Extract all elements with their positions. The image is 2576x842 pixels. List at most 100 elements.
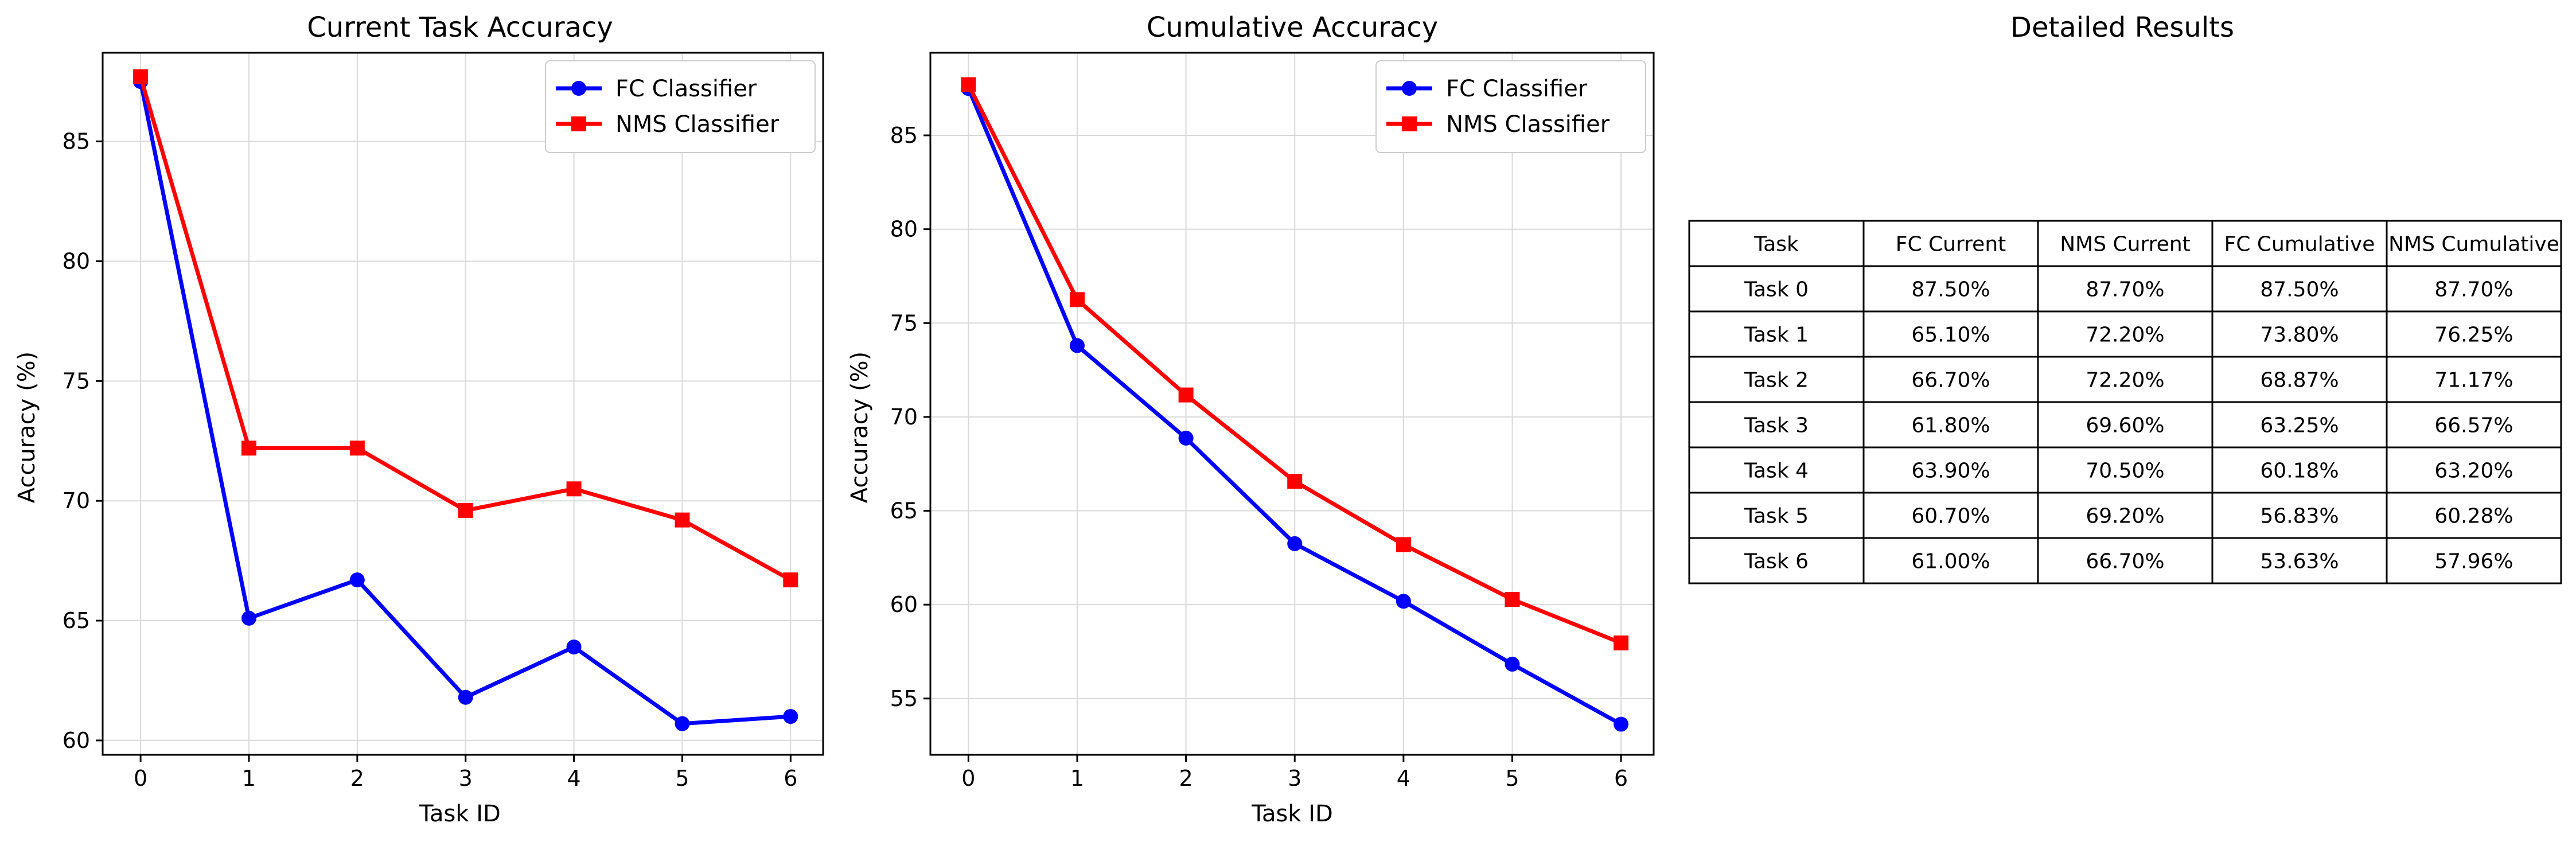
data-point [241,610,256,626]
table-cell-text: 60.70% [1911,505,1990,528]
x-tick-label: 2 [1179,766,1193,791]
data-point [133,69,149,84]
x-tick-label: 6 [784,766,797,791]
x-tick-label: 0 [134,766,147,791]
table-cell-text: Task 4 [1744,459,1809,483]
table-cell-text: Task 2 [1744,369,1809,392]
table-cell [2386,537,2562,584]
data-point [675,512,690,528]
table-cell-text: 87.50% [2260,278,2339,302]
table-cell [2211,537,2388,584]
table-cell-text: 53.63% [2260,550,2339,574]
table-cell-text: 87.70% [2434,278,2513,302]
table-cell-text: 87.70% [2086,278,2164,302]
table-cell [1862,492,2039,539]
table-cell-text: 60.28% [2434,505,2513,528]
x-tick-label: 4 [567,766,581,791]
data-point [1505,592,1520,607]
legend-marker [571,116,586,131]
table-cell-text: 70.50% [2086,459,2164,483]
table-cell-text: 66.57% [2434,414,2513,438]
data-point [1396,537,1411,552]
data-point [1614,635,1629,650]
table-cell [2211,492,2388,539]
x-axis-label: Task ID [419,801,501,827]
table-cell-text: 61.80% [1911,414,1990,438]
y-tick-label: 85 [890,123,918,148]
data-point [1069,292,1085,307]
y-tick-label: 55 [890,686,918,711]
y-tick-label: 80 [63,248,90,274]
table-cell [1688,310,1865,358]
x-tick-label: 3 [1288,766,1301,791]
table-header-text: Task [1753,233,1799,256]
x-tick-label: 5 [1505,766,1519,791]
chart-title: Cumulative Accuracy [1147,11,1438,44]
x-tick-label: 1 [242,766,256,791]
legend-box [1375,60,1646,153]
x-tick-label: 4 [1397,766,1410,791]
table-cell [2037,310,2213,358]
data-point [1069,338,1085,353]
table-cell [2037,265,2213,313]
table-cell [1688,401,1865,449]
legend-marker [1402,81,1417,96]
table-cell-text: 66.70% [1911,369,1990,392]
y-tick-label: 80 [890,217,918,242]
table-header-text: FC Cumulative [2224,233,2375,256]
data-point [458,502,473,518]
table-cell-text: 56.83% [2260,505,2339,528]
data-point [1505,656,1520,672]
table-cell-text: Task 1 [1744,323,1809,347]
cumulative-accuracy-chart: Cumulative Accuracy Task ID Accuracy (%)… [847,11,1655,827]
table-cell-text: 73.80% [2260,323,2339,347]
table-cell-text: 68.87% [2260,369,2339,392]
table-cell-text: 61.00% [1911,550,1990,574]
table-cell [1688,265,1865,313]
table-cell [2037,492,2213,539]
legend: FC Classifier NMS Classifier [545,60,816,153]
table-cell-text: 76.25% [2434,323,2513,347]
table-header-cell [2037,220,2213,267]
table-cell-text: 72.20% [2086,323,2164,347]
x-tick-label: 0 [961,766,975,791]
table-cell [2386,310,2562,358]
table-cell-text: 65.10% [1911,323,1990,347]
y-tick-label: 85 [63,129,90,154]
plot-frame [929,52,1655,756]
table-cell-text: 63.20% [2434,459,2513,483]
detailed-results-table: Detailed Results Task FC Current NMS Curre… [1688,11,2562,584]
table-cell-text: 57.96% [2434,550,2513,574]
data-point [783,572,798,588]
table-cell-text: 66.70% [2086,550,2164,574]
legend-marker [571,81,586,96]
x-axis-label: Task ID [1251,801,1333,827]
table-cell-text: Task 0 [1744,278,1809,302]
table-cell-text: Task 6 [1744,550,1809,574]
data-point [675,716,690,731]
data-point [961,77,976,92]
table-cell [2037,401,2213,449]
table-cell [2386,401,2562,449]
legend-label: FC Classifier [1446,76,1588,102]
table-cell-text: 71.17% [2434,369,2513,392]
table-header-cell [2211,220,2388,267]
y-tick-label: 65 [890,498,918,524]
y-tick-label: 70 [63,488,90,513]
table-header-text: FC Current [1896,233,2006,256]
data-point [349,572,365,588]
data-point [349,441,365,456]
y-tick-label: 65 [63,608,90,633]
y-tick-label: 60 [63,728,90,753]
plot-area: 0 1 2 3 4 5 6 55 60 65 70 75 80 85 FC Classifier NMS Cl… [890,52,1655,791]
y-tick-label: 60 [890,592,918,617]
table-cell [1862,310,2039,358]
plot-area: 0 1 2 3 4 5 6 60 65 70 75 80 85 FC Classifier NMS Clas… [63,52,824,791]
data-point [458,689,473,705]
data-point [1614,716,1629,732]
table-header-text: NMS Current [2060,233,2191,256]
legend-marker [1402,116,1417,131]
x-tick-label: 2 [350,766,364,791]
data-point [566,640,582,655]
